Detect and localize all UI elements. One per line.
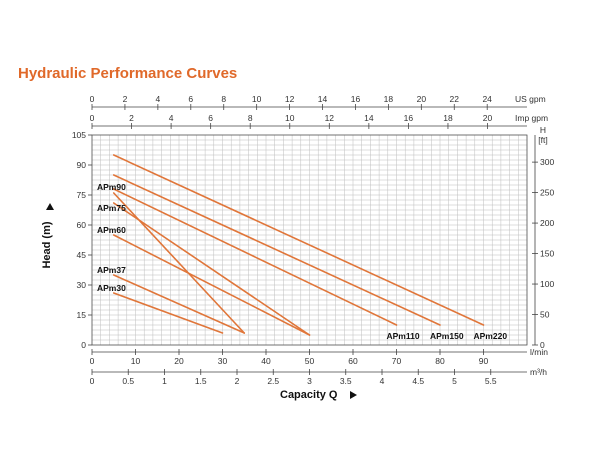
- ft-tick-label: 200: [540, 218, 554, 228]
- x-tick-label: 10: [131, 356, 141, 366]
- usgpm-tick-label: 20: [417, 94, 427, 104]
- m3h-tick-label: 5: [452, 376, 457, 386]
- y-axis-title: Head (m): [41, 221, 53, 268]
- usgpm-tick-label: 0: [90, 94, 95, 104]
- curve-apm150: [112, 174, 441, 326]
- curve-label-apm220: APm220: [474, 331, 508, 341]
- usgpm-tick-label: 24: [482, 94, 492, 104]
- x-tick-label: 0: [90, 356, 95, 366]
- m3h-tick-label: 5.5: [485, 376, 497, 386]
- impgpm-tick-label: 4: [169, 113, 174, 123]
- curve-label-apm60: APm60: [97, 225, 126, 235]
- impgpm-unit-label: Imp gpm: [515, 113, 548, 123]
- y-tick-label: 30: [77, 280, 87, 290]
- curve-apm30: [112, 292, 224, 334]
- usgpm-tick-label: 16: [351, 94, 361, 104]
- usgpm-tick-label: 8: [221, 94, 226, 104]
- impgpm-tick-label: 2: [129, 113, 134, 123]
- m3h-tick-label: 4.5: [412, 376, 424, 386]
- impgpm-tick-label: 12: [325, 113, 335, 123]
- m3h-tick-label: 1: [162, 376, 167, 386]
- usgpm-unit-label: US gpm: [515, 94, 546, 104]
- impgpm-tick-label: 14: [364, 113, 374, 123]
- ft-unit-label-ft: [ft]: [538, 135, 547, 145]
- curve-apm90: [112, 192, 246, 334]
- usgpm-tick-label: 2: [123, 94, 128, 104]
- y-tick-label: 15: [77, 310, 87, 320]
- x-tick-label: 60: [348, 356, 358, 366]
- impgpm-tick-label: 20: [483, 113, 493, 123]
- usgpm-tick-label: 12: [285, 94, 295, 104]
- impgpm-tick-label: 10: [285, 113, 295, 123]
- y-tick-label: 75: [77, 190, 87, 200]
- usgpm-tick-label: 4: [155, 94, 160, 104]
- curve-apm220: [112, 154, 485, 326]
- m3h-tick-label: 3.5: [340, 376, 352, 386]
- impgpm-tick-label: 0: [90, 113, 95, 123]
- m3h-tick-label: 1.5: [195, 376, 207, 386]
- m3h-tick-label: 3: [307, 376, 312, 386]
- curve-apm60: [112, 234, 311, 336]
- ft-tick-label: 50: [540, 310, 550, 320]
- impgpm-tick-label: 18: [443, 113, 453, 123]
- usgpm-tick-label: 14: [318, 94, 328, 104]
- curve-label-apm30: APm30: [97, 283, 126, 293]
- m3h-tick-label: 0: [90, 376, 95, 386]
- curve-label-apm110: APm110: [387, 331, 420, 341]
- curve-label-apm90: APm90: [97, 182, 126, 192]
- m3h-unit-label: m³/h: [530, 367, 547, 377]
- y-tick-label: 0: [81, 340, 86, 350]
- y-tick-label: 90: [77, 160, 87, 170]
- m3h-tick-label: 2: [235, 376, 240, 386]
- ft-tick-label: 100: [540, 279, 554, 289]
- ft-unit-label-h: H: [540, 125, 546, 135]
- impgpm-tick-label: 6: [208, 113, 213, 123]
- usgpm-tick-label: 18: [384, 94, 394, 104]
- ft-tick-label: 300: [540, 157, 554, 167]
- impgpm-tick-label: 8: [248, 113, 253, 123]
- usgpm-tick-label: 10: [252, 94, 262, 104]
- curve-label-apm37: APm37: [97, 265, 126, 275]
- chart-title: Hydraulic Performance Curves: [18, 65, 238, 82]
- usgpm-tick-label: 6: [188, 94, 193, 104]
- x-tick-label: 20: [174, 356, 184, 366]
- ft-tick-label: 150: [540, 249, 554, 259]
- curve-apm37: [112, 274, 246, 334]
- x-tick-label: 80: [435, 356, 445, 366]
- usgpm-tick-label: 22: [450, 94, 460, 104]
- curve-label-apm75: APm75: [97, 203, 126, 213]
- plot-frame: [91, 134, 528, 346]
- m3h-tick-label: 0.5: [122, 376, 134, 386]
- x-axis-title: Capacity Q: [280, 389, 338, 401]
- curve-apm75: [112, 202, 311, 336]
- x-axis-arrow-icon: [350, 391, 357, 399]
- x-tick-label: 90: [479, 356, 489, 366]
- ft-tick-label: 250: [540, 188, 554, 198]
- y-tick-label: 60: [77, 220, 87, 230]
- x-tick-label: 40: [261, 356, 271, 366]
- x-tick-label: 50: [305, 356, 315, 366]
- impgpm-tick-label: 16: [404, 113, 414, 123]
- x-tick-label: 70: [392, 356, 402, 366]
- curve-label-apm150: APm150: [430, 331, 464, 341]
- y-axis-arrow-icon: [46, 203, 54, 210]
- m3h-tick-label: 2.5: [267, 376, 279, 386]
- m3h-tick-label: 4: [380, 376, 385, 386]
- ft-tick-label: 0: [540, 340, 545, 350]
- x-tick-label: 30: [218, 356, 228, 366]
- x-unit-label: l/min: [530, 347, 548, 357]
- curve-apm110: [112, 188, 398, 326]
- y-tick-label: 105: [72, 130, 86, 140]
- y-tick-label: 45: [77, 250, 87, 260]
